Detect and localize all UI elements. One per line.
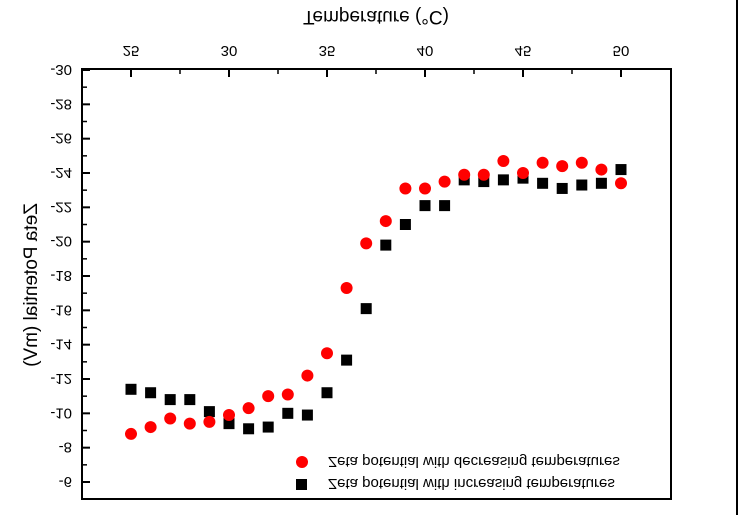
- x-tick-label: 45: [515, 42, 532, 59]
- data-point-decreasing: [399, 182, 412, 195]
- data-point-decreasing: [321, 347, 333, 360]
- data-point-decreasing: [262, 390, 275, 403]
- data-point-decreasing: [340, 282, 353, 295]
- data-point-increasing: [184, 394, 196, 406]
- data-point-decreasing: [301, 369, 314, 382]
- data-point-increasing: [595, 177, 607, 189]
- legend-label-decreasing: Zeta potential with decreasing temperatu…: [328, 453, 620, 470]
- data-point-increasing: [380, 239, 392, 251]
- x-tick-label: 35: [319, 42, 336, 59]
- data-point-increasing: [301, 409, 313, 421]
- data-point-decreasing: [419, 182, 431, 195]
- data-point-increasing: [243, 423, 255, 435]
- y-tick-label: -14: [50, 336, 72, 353]
- data-point-increasing: [537, 177, 549, 189]
- y-tick-label: -26: [50, 130, 72, 147]
- y-tick-label: -28: [50, 95, 72, 112]
- data-point-decreasing: [595, 163, 608, 176]
- data-point-decreasing: [183, 417, 196, 430]
- data-point-increasing: [399, 219, 411, 230]
- data-point-decreasing: [536, 156, 549, 169]
- y-tick-label: -22: [50, 198, 72, 215]
- data-point-decreasing: [144, 421, 157, 434]
- y-tick-label: -20: [50, 233, 72, 250]
- x-tick-label: 30: [221, 42, 238, 59]
- y-tick-label: -8: [59, 439, 72, 456]
- data-point-decreasing: [281, 388, 294, 401]
- plot-frame: [81, 68, 672, 500]
- data-point-decreasing: [360, 237, 373, 250]
- data-point-increasing: [419, 200, 431, 212]
- x-tick-label: 25: [123, 42, 140, 59]
- data-point-decreasing: [575, 156, 588, 169]
- y-tick-label: -6: [59, 473, 72, 490]
- legend-label-increasing: Zeta potential with increasing temperatu…: [328, 475, 615, 492]
- data-point-decreasing: [458, 168, 471, 181]
- data-point-decreasing: [615, 177, 627, 190]
- y-axis: -30 -28 -26 -24 -22 -20 -18 -16 -14 -12 -10 -8 -6: [50, 61, 90, 490]
- data-point-decreasing: [379, 215, 392, 228]
- data-point-increasing: [203, 406, 215, 418]
- data-point-decreasing: [125, 427, 137, 440]
- data-point-increasing: [262, 421, 274, 433]
- y-tick-label: -30: [50, 61, 72, 78]
- legend: Zeta potential with increasing temperatu…: [296, 453, 620, 492]
- data-point-decreasing: [164, 412, 177, 425]
- data-point-increasing: [125, 383, 137, 395]
- legend-marker-square: [296, 479, 307, 490]
- y-tick-label: -24: [50, 164, 72, 181]
- data-point-increasing: [164, 394, 176, 406]
- data-point-increasing: [282, 407, 294, 419]
- data-point-increasing: [576, 179, 588, 191]
- x-axis-label: Temperature (°C): [303, 6, 449, 27]
- data-point-decreasing: [497, 154, 510, 167]
- data-point-decreasing: [242, 402, 255, 415]
- y-axis-label: Zeta Potential (mV): [21, 203, 42, 367]
- y-tick-label: -18: [50, 267, 72, 284]
- data-point-increasing: [556, 182, 568, 194]
- x-tick-label: 40: [417, 42, 434, 59]
- data-point-increasing: [615, 164, 627, 176]
- data-point-decreasing: [556, 160, 569, 173]
- data-points: [125, 154, 627, 440]
- data-point-decreasing: [223, 409, 235, 422]
- window-border: [736, 0, 738, 515]
- data-point-increasing: [223, 418, 235, 430]
- y-tick-label: -16: [50, 301, 72, 318]
- data-point-decreasing: [477, 168, 490, 181]
- y-tick-label: -12: [50, 370, 72, 387]
- legend-marker-circle: [296, 456, 308, 468]
- data-point-increasing: [439, 200, 451, 212]
- data-point-decreasing: [203, 415, 216, 428]
- data-point-increasing: [341, 354, 353, 366]
- x-tick-label: 50: [613, 42, 630, 59]
- data-point-increasing: [478, 176, 490, 188]
- data-point-increasing: [145, 387, 157, 399]
- x-axis: 25 30 35 40 45 50: [123, 42, 630, 77]
- data-point-increasing: [321, 387, 333, 399]
- data-point-decreasing: [438, 175, 451, 188]
- data-point-increasing: [497, 174, 509, 186]
- y-tick-label: -10: [50, 404, 72, 421]
- data-point-decreasing: [517, 167, 529, 179]
- data-point-increasing: [360, 303, 372, 315]
